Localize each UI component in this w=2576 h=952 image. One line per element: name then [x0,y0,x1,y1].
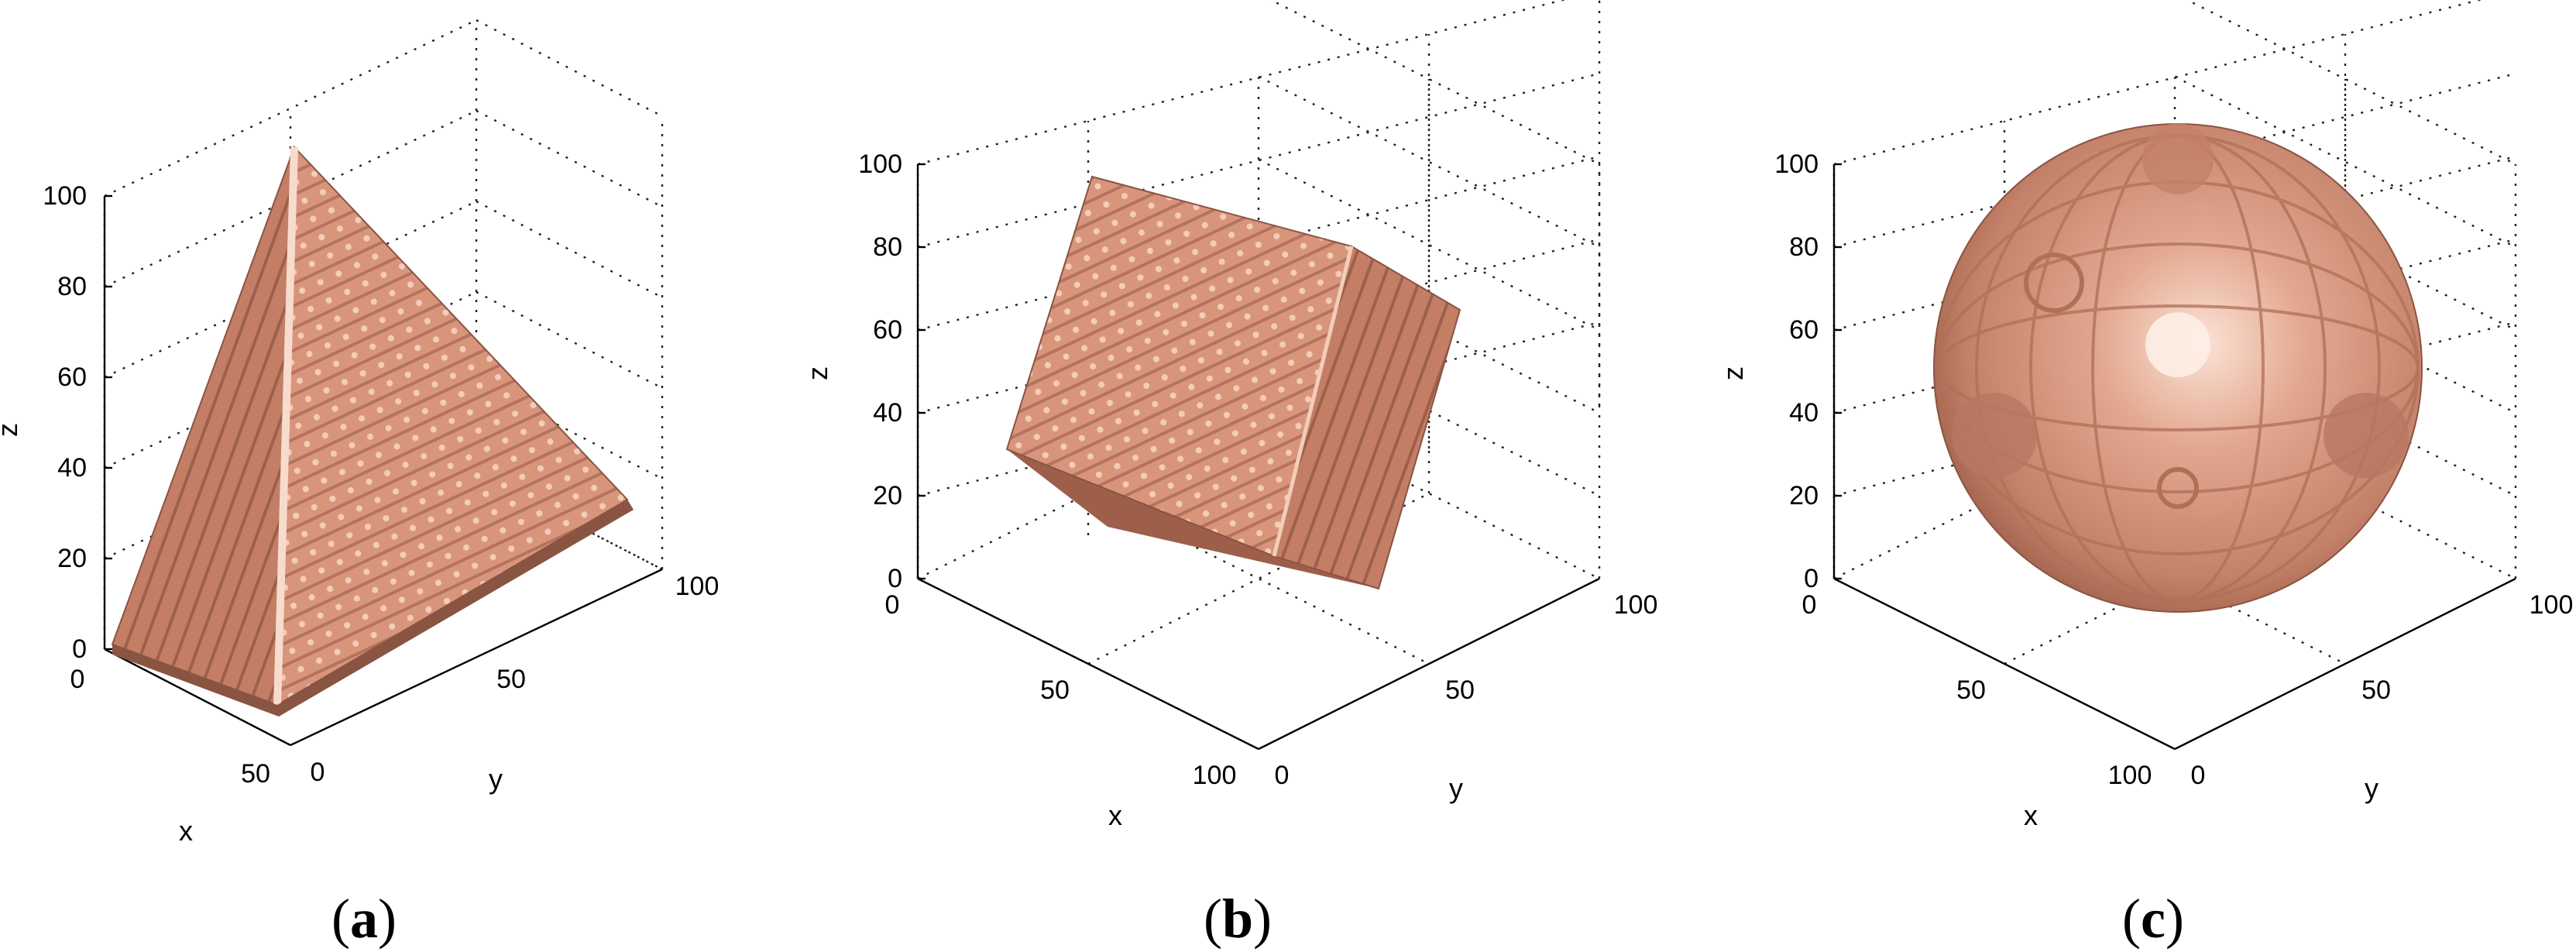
x-tick-label: 0 [70,665,85,694]
x-tick-label: 50 [241,759,270,789]
sphere-patch [2024,253,2084,313]
z-tick-label: 20 [57,544,87,573]
y-axis-label: y [1449,772,1463,804]
z-tick-label: 0 [888,564,902,593]
z-tick-label: 80 [1789,232,1819,262]
y-tick-label: 100 [675,572,720,601]
z-tick-label: 80 [873,232,902,262]
x-axis-label: x [2024,799,2038,831]
x-tick-label: 100 [1193,761,1237,790]
y-tick-label: 50 [1445,675,1475,705]
y-tick-label: 100 [1614,590,1658,620]
z-axis-label: z [0,423,23,437]
pyramid-front-face [276,145,629,706]
y-tick-label: 0 [1275,761,1290,790]
cube-solid [1005,175,1461,590]
z-tick-label: 0 [1804,564,1819,593]
x-tick-label: 50 [1040,675,1070,705]
sphere-patch [1952,393,2037,478]
pyramid-solid [111,145,634,717]
caption-a: (a) [331,888,397,950]
sphere-patch [2142,123,2214,194]
z-tick-label: 100 [43,181,87,211]
pyramid-left-face [111,146,295,706]
panel-c-z-tick-labels: 0 20 40 60 80 100 [1774,150,1819,593]
sphere-highlight [2145,312,2210,377]
panel-a-z-tick-labels: 0 20 40 60 80 100 [43,181,87,664]
z-axis-label: z [1717,366,1749,380]
panel-a-axes [103,194,663,747]
x-tick-label: 0 [885,590,900,620]
z-tick-label: 20 [873,481,902,510]
caption-b: (b) [1204,888,1272,950]
z-tick-label: 80 [57,272,87,301]
sphere-patch [2324,393,2409,478]
y-tick-label: 0 [311,758,325,787]
pyramid-ridge [273,146,298,706]
panel-c-axes [1832,163,2516,751]
panel-b: 0 20 40 60 80 100 0 50 100 0 50 100 x y … [802,0,1657,950]
panel-b-z-tick-labels: 0 20 40 60 80 100 [858,150,902,593]
y-axis-label: y [2365,772,2379,804]
z-tick-label: 40 [57,453,87,483]
z-tick-label: 100 [858,150,902,179]
z-tick-label: 40 [873,398,902,428]
z-tick-label: 60 [1789,315,1819,345]
z-tick-label: 60 [873,315,902,345]
x-tick-label: 50 [1956,675,1986,705]
panel-c-x-tick-labels: 0 50 100 [1802,590,2152,790]
x-tick-label: 0 [1802,590,1817,620]
z-tick-label: 20 [1789,481,1819,510]
y-tick-label: 100 [2530,590,2574,620]
sphere-patch [2157,467,2199,509]
x-axis-label: x [179,815,193,847]
z-tick-label: 100 [1774,150,1819,179]
x-axis-label: x [1108,799,1122,831]
panel-c-y-tick-labels: 0 50 100 [2191,590,2574,790]
panel-b-grid [916,0,1601,665]
panel-a: 0 20 40 60 80 100 0 50 0 50 100 x y z (a… [0,19,720,950]
y-axis-label: y [489,763,503,795]
panel-c: 0 20 40 60 80 100 0 50 100 0 50 100 x y … [1717,0,2573,950]
z-tick-label: 0 [72,634,87,664]
y-tick-label: 50 [2361,675,2391,705]
panel-b-x-tick-labels: 0 50 100 [885,590,1237,790]
cube-edge-highlight [1272,246,1354,557]
y-tick-label: 50 [496,665,526,694]
z-axis-label: z [802,366,833,380]
z-tick-label: 60 [57,363,87,392]
panel-b-y-tick-labels: 0 50 100 [1275,590,1658,790]
z-tick-label: 40 [1789,398,1819,428]
panel-a-y-tick-labels: 0 50 100 [311,572,720,787]
panel-a-x-tick-labels: 0 50 [70,665,270,789]
panel-b-axes [916,163,1600,751]
caption-c: (c) [2122,888,2184,950]
y-tick-label: 0 [2191,761,2206,790]
x-tick-label: 100 [2108,761,2152,790]
sphere-solid [1933,123,2423,613]
